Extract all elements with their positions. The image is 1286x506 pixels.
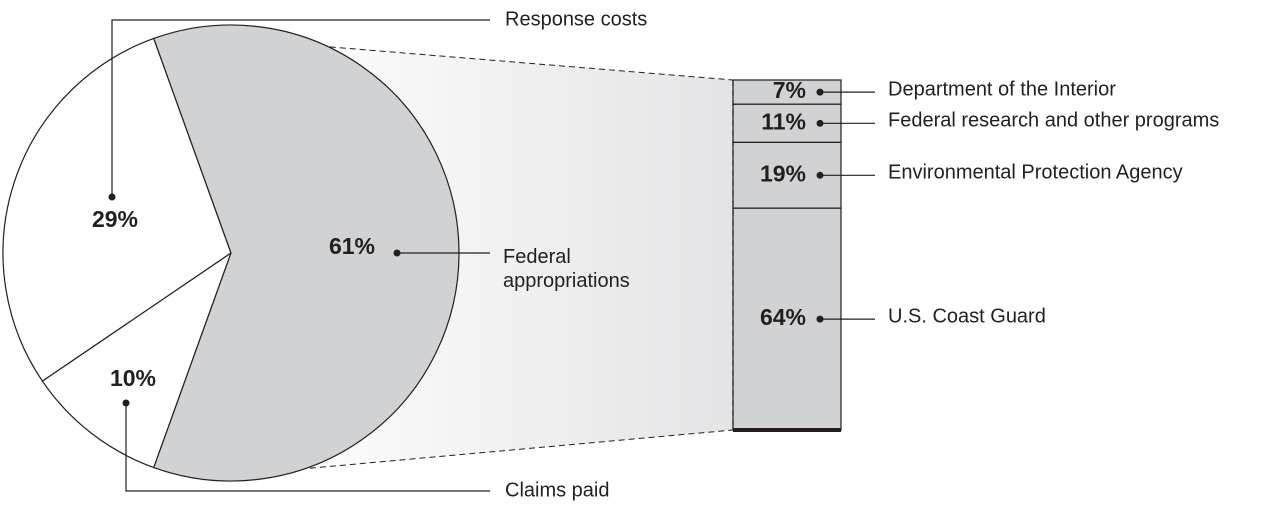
slice-label: 29% [92, 206, 138, 232]
segment-label: 11% [761, 108, 806, 134]
category-label: U.S. Coast Guard [888, 305, 1046, 327]
zoom-line [289, 429, 734, 471]
slice-label: 10% [110, 365, 156, 391]
pie-slice [41, 251, 233, 469]
category-label: Department of the Interior [888, 78, 1116, 100]
segment-label: 19% [760, 160, 806, 186]
leader-dot [393, 249, 401, 257]
category-label: Environmental Protection Agency [888, 162, 1183, 184]
slice-label: 61% [329, 233, 375, 259]
segment-label: 7% [773, 77, 806, 103]
category-label: Federal research and other programs [888, 110, 1219, 132]
leader-line [125, 403, 490, 492]
leader-line [111, 19, 490, 197]
leader-dot [108, 193, 116, 201]
leader-dot [122, 399, 130, 407]
category-label: Claims paid [505, 479, 609, 501]
category-label: Response costs [505, 8, 647, 30]
category-label: Federal appropriations [503, 246, 630, 292]
segment-label: 64% [760, 304, 806, 330]
pie-slice [2, 37, 232, 382]
zoom-line [269, 41, 734, 81]
